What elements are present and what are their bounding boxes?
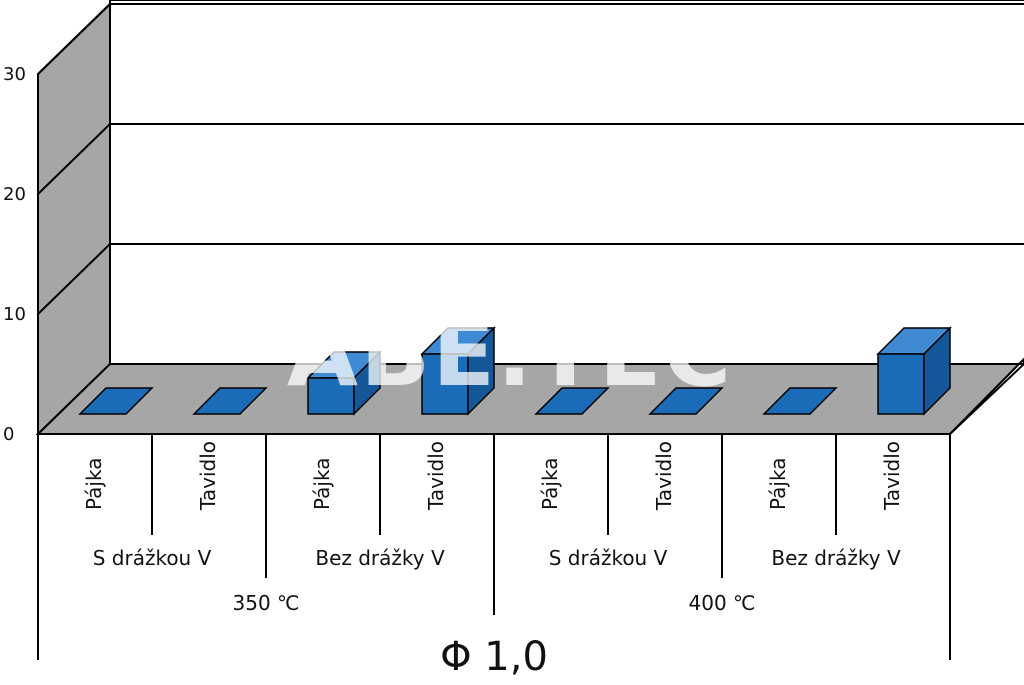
y-tick-label: 20 (3, 184, 26, 205)
chart-title: Φ 1,0 (440, 634, 548, 680)
bars (78, 326, 952, 416)
subgroup-label: S drážkou V (549, 546, 668, 570)
bar-side (467, 326, 495, 416)
bar-top (534, 387, 610, 415)
gridline-depth (37, 243, 111, 315)
category-label: Pájka (538, 458, 562, 510)
bar-front (877, 353, 925, 415)
bar-top (648, 387, 724, 415)
floor (35, 357, 1024, 435)
subgroup-label: S drážkou V (93, 546, 212, 570)
side-wall (37, 1, 111, 437)
category-label: Pájka (766, 458, 790, 510)
y-tick-label: 30 (3, 64, 26, 85)
y-axis: 0 10 20 30 (3, 64, 26, 445)
group-label: 350 ℃ (233, 591, 300, 615)
subgroup-label: Bez drážky V (315, 546, 445, 570)
group-label: 400 ℃ (689, 591, 756, 615)
back-wall (109, 0, 1024, 365)
bar-top (192, 387, 268, 415)
y-tick-label: 0 (3, 424, 14, 445)
x-axis-labels: Pájka Tavidlo Pájka Tavidlo Pájka Tavidlo Pájk… (37, 434, 951, 660)
bar-side (353, 350, 381, 416)
bar-front (307, 377, 355, 415)
category-label: Pájka (310, 458, 334, 510)
gridline-depth (37, 3, 111, 75)
bar-side (923, 326, 951, 416)
chart-walls (35, 0, 1024, 437)
subgroup-label: Bez drážky V (771, 546, 901, 570)
y-tick-label: 10 (3, 304, 26, 325)
bar-top (762, 387, 838, 415)
watermark: ABE.TEC (287, 300, 733, 407)
bar-top (78, 387, 154, 415)
category-label: Tavidlo (424, 441, 448, 511)
category-label: Tavidlo (880, 441, 904, 511)
gridline-depth (37, 123, 111, 195)
category-label: Pájka (82, 458, 106, 510)
category-label: Tavidlo (196, 441, 220, 511)
floor-right-edge (949, 363, 1024, 435)
category-label: Tavidlo (652, 441, 676, 511)
